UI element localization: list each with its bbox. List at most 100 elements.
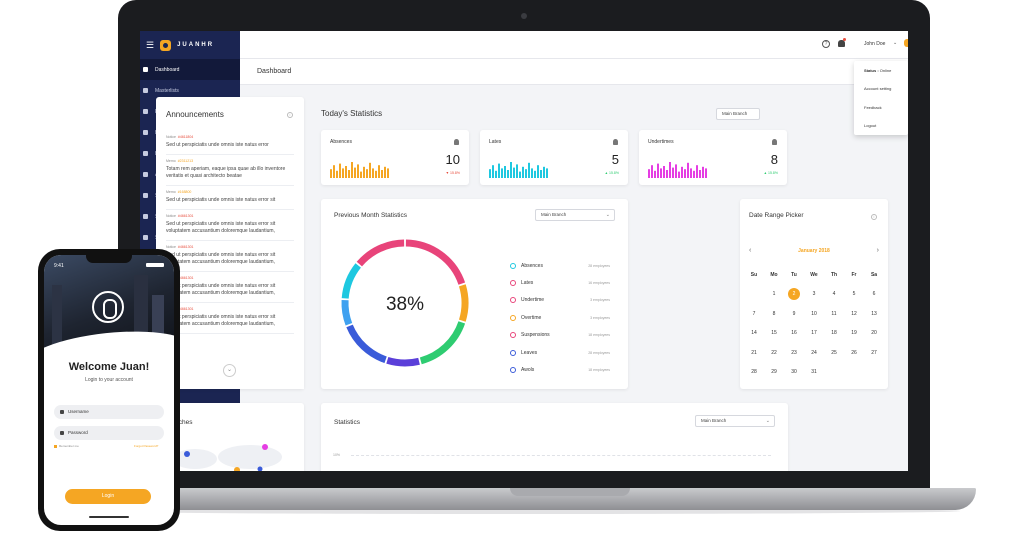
status-item[interactable]: Status : Online — [854, 61, 908, 80]
branch-select[interactable]: Main Branch — [716, 108, 760, 120]
announcement-item[interactable]: Notice#4661301 Sed ut perspiciatis unde o… — [166, 272, 294, 303]
donut-segment[interactable] — [341, 299, 353, 326]
calendar-day[interactable]: 20 — [871, 330, 877, 337]
calendar-day[interactable]: 12 — [851, 310, 857, 317]
prev-month-arrow-icon[interactable]: ‹ — [749, 247, 752, 254]
status-value: Online — [879, 67, 892, 73]
donut-segment[interactable] — [341, 263, 362, 299]
sidebar-item[interactable]: Dashboard — [140, 59, 240, 80]
stat-label: Undertimes — [648, 139, 674, 145]
calendar-day[interactable]: 26 — [851, 349, 857, 356]
announcement-item[interactable]: Memo #168800 Sed ut perspiciatis unde omni… — [166, 186, 294, 210]
calendar-day[interactable]: 30 — [791, 369, 797, 376]
calendar-day[interactable]: 21 — [751, 349, 757, 356]
donut-segment[interactable] — [346, 324, 387, 364]
map-pin-icon[interactable] — [257, 466, 263, 472]
map-pin-icon[interactable] — [262, 444, 268, 450]
next-month-arrow-icon[interactable]: › — [876, 247, 879, 254]
calendar-day[interactable]: 19 — [851, 330, 857, 337]
password-field[interactable]: Password — [54, 426, 164, 440]
mini-bar — [681, 166, 683, 178]
mini-bar — [366, 169, 368, 178]
calendar-day[interactable]: 17 — [811, 330, 817, 337]
legend-item[interactable]: Undertime 3 employees — [510, 292, 610, 309]
map-pin-icon[interactable] — [234, 467, 240, 471]
calendar-day[interactable]: 18 — [831, 330, 837, 337]
legend-item[interactable]: Awols 18 employees — [510, 361, 610, 378]
announcement-item[interactable]: Notice#4661301 Sed ut perspiciatis unde o… — [166, 241, 294, 272]
brand: ☰ JUANHR — [140, 31, 240, 59]
mini-bar — [687, 162, 689, 178]
info-icon[interactable]: i — [871, 214, 877, 220]
legend-item[interactable]: Lates 16 employees — [510, 274, 610, 291]
stat-card: Lates 5 ▲ 15.8% — [480, 130, 628, 185]
mini-bar — [354, 167, 356, 178]
calendar-day[interactable]: 16 — [791, 330, 797, 337]
calendar-day[interactable]: 14 — [751, 330, 757, 337]
calendar-day[interactable]: 29 — [771, 369, 777, 376]
calendar-day[interactable]: 11 — [831, 310, 837, 317]
calendar-day[interactable]: 5 — [852, 291, 856, 298]
remember-me-checkbox[interactable]: Remember me — [54, 444, 79, 448]
legend-item[interactable]: Leaves 28 employees — [510, 344, 610, 361]
calendar-day[interactable]: 6 — [872, 291, 876, 298]
account-setting-item[interactable]: Account setting — [864, 86, 892, 92]
calendar-day[interactable]: 23 — [791, 349, 797, 356]
sidebar-item[interactable]: Masterlists — [140, 80, 240, 101]
map-pin-icon[interactable] — [184, 451, 190, 457]
login-button[interactable]: Login — [65, 489, 151, 504]
mini-bar — [528, 162, 530, 178]
legend-item[interactable]: Overtime 3 employees — [510, 309, 610, 326]
legend-label: Leaves — [521, 349, 538, 356]
calendar-day[interactable]: 3 — [812, 291, 816, 298]
donut-segment[interactable] — [386, 356, 420, 367]
calendar-day[interactable]: 8 — [772, 310, 776, 317]
mini-bar — [672, 167, 674, 178]
mini-bar-chart — [330, 162, 389, 178]
calendar-day[interactable]: 13 — [871, 310, 877, 317]
announcement-item[interactable]: Notice#4661301 Sed ut perspiciatis unde o… — [166, 303, 294, 334]
legend-item[interactable]: Suspensions 18 employees — [510, 327, 610, 344]
mini-bar — [372, 168, 374, 178]
donut-segment[interactable] — [356, 239, 405, 267]
user-name[interactable]: John Doe — [864, 41, 886, 47]
calendar-day[interactable]: 27 — [871, 349, 877, 356]
announcement-item[interactable]: Memo #2311213 Totam rem aperiam, eaque ips… — [166, 155, 294, 186]
hamburger-menu-icon[interactable]: ☰ — [146, 39, 155, 50]
calendar-day[interactable]: 25 — [831, 349, 837, 356]
calendar-day[interactable]: 22 — [771, 349, 777, 356]
stat-card: Absences 10 ▼ 15.8% — [321, 130, 469, 185]
logout-item[interactable]: Logout — [864, 123, 877, 129]
calendar-day[interactable]: 31 — [811, 369, 817, 376]
forgot-password-link[interactable]: Forgot Password? — [134, 444, 159, 448]
calendar-day[interactable]: 15 — [771, 330, 777, 337]
branch-select[interactable]: Main Branch ⌄ — [535, 209, 615, 221]
gridline — [351, 455, 771, 456]
mini-bar — [513, 167, 515, 178]
notification-bell-icon[interactable] — [838, 40, 845, 47]
username-field[interactable]: Username — [54, 405, 164, 419]
calendar-day[interactable]: 24 — [811, 349, 817, 356]
chevron-down-icon[interactable]: ⌄ — [893, 40, 898, 46]
donut-segment[interactable] — [419, 321, 466, 365]
legend-item[interactable]: Absences 28 employees — [510, 257, 610, 274]
calendar-day[interactable]: 9 — [792, 310, 796, 317]
announcement-item[interactable]: Notice#4661301 Sed ut perspiciatis unde o… — [166, 210, 294, 241]
calendar-day[interactable]: 1 — [772, 291, 776, 298]
calendar-day[interactable]: 28 — [751, 369, 757, 376]
avatar[interactable] — [904, 39, 908, 47]
legend-count: 18 employees — [588, 333, 610, 338]
info-icon[interactable]: i — [287, 112, 293, 118]
calendar-day[interactable]: 10 — [811, 310, 817, 317]
weekday-header: Th — [830, 271, 838, 278]
chevron-down-icon[interactable]: ⌄ — [223, 364, 236, 377]
announcement-item[interactable]: Notice #4611804 Sed ut perspiciatis unde o… — [166, 131, 294, 155]
calendar-day[interactable]: 7 — [752, 310, 756, 317]
calendar-day[interactable]: 4 — [832, 291, 836, 298]
help-icon[interactable]: ? — [822, 40, 830, 48]
calendar-day[interactable]: 2 — [784, 285, 804, 305]
branch-select[interactable]: Main Branch ⌄ — [695, 415, 775, 427]
donut-segment[interactable] — [405, 239, 466, 285]
donut-segment[interactable] — [458, 284, 469, 322]
feedback-item[interactable]: Feedback — [864, 104, 882, 110]
